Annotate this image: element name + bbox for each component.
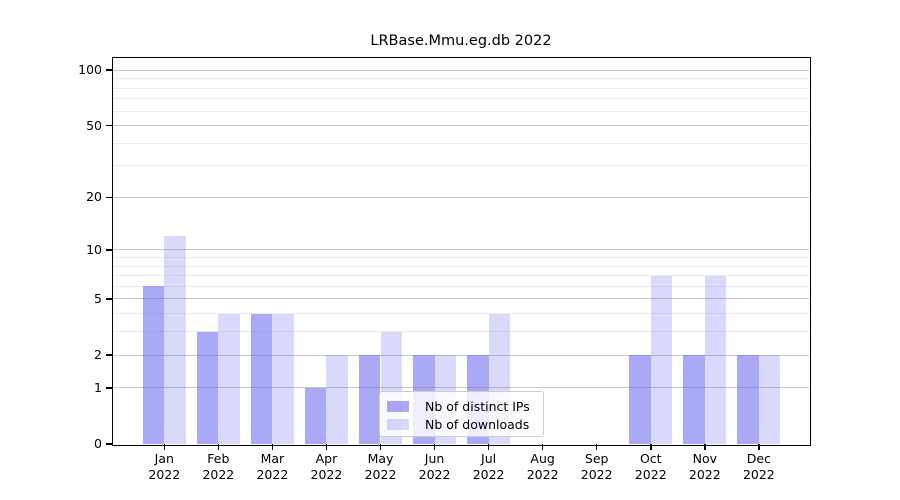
x-tick-label: Jul 2022: [472, 451, 505, 482]
x-tick-label: Mar 2022: [256, 451, 289, 482]
grid-line-minor: [113, 257, 809, 258]
x-tick-mark: [487, 444, 490, 450]
bar-downloads: [272, 313, 294, 444]
x-tick-label: Feb 2022: [202, 451, 235, 482]
grid-line-minor: [113, 110, 809, 112]
x-tick-mark: [541, 444, 544, 450]
bar-distinct-ips: [304, 387, 327, 444]
y-tick-label: 50: [86, 117, 102, 133]
gridlines-layer: [113, 58, 809, 444]
x-tick-label: Jan 2022: [148, 451, 181, 482]
x-tick-mark: [217, 444, 220, 450]
bar-downloads: [758, 355, 781, 444]
bar-downloads: [164, 236, 186, 444]
y-tick-mark: [106, 354, 113, 356]
x-tick-mark: [271, 444, 274, 450]
grid-line-minor: [113, 331, 809, 333]
x-tick-mark: [163, 444, 166, 450]
x-tick-label: Apr 2022: [310, 451, 343, 482]
grid-line-major: [113, 354, 809, 356]
x-tick-mark: [379, 444, 382, 450]
plot-area: Nb of distinct IPs Nb of downloads: [111, 56, 811, 446]
x-tick-label: Nov 2022: [688, 451, 721, 482]
y-tick-label: 2: [94, 347, 102, 363]
legend-label-distinct-ips: Nb of distinct IPs: [425, 398, 530, 414]
y-tick-mark: [106, 443, 113, 445]
bars-layer: [113, 58, 809, 444]
x-tick-mark: [704, 444, 706, 450]
bar-distinct-ips: [358, 355, 381, 444]
x-tick-mark: [325, 444, 328, 450]
x-tick-label: Dec 2022: [742, 451, 775, 482]
bar-downloads: [704, 275, 727, 444]
grid-line-major: [113, 387, 809, 389]
bar-distinct-ips: [142, 286, 165, 444]
y-tick-label: 5: [94, 290, 102, 306]
legend: Nb of distinct IPs Nb of downloads: [379, 391, 544, 437]
grid-line-minor: [113, 285, 809, 287]
y-tick-label: 100: [78, 62, 102, 78]
y-tick-mark: [106, 196, 113, 199]
legend-swatch-downloads: [387, 418, 409, 430]
y-tick-mark: [106, 298, 113, 300]
x-tick-mark: [433, 444, 436, 450]
y-tick-label: 20: [86, 189, 102, 205]
grid-line-minor: [113, 275, 809, 277]
bar-distinct-ips: [629, 355, 651, 444]
y-tick-label: 10: [86, 241, 102, 257]
bar-distinct-ips: [250, 313, 273, 444]
y-tick-mark: [106, 69, 113, 71]
x-tick-mark: [758, 444, 760, 450]
chart-title: LRBase.Mmu.eg.db 2022: [370, 33, 552, 49]
bar-downloads: [218, 313, 240, 444]
bar-distinct-ips: [683, 355, 705, 444]
grid-line-minor: [113, 78, 809, 80]
y-tick-label: 0: [94, 436, 102, 451]
x-tick-label: Jun 2022: [418, 451, 451, 482]
y-tick-mark: [106, 387, 113, 389]
bar-distinct-ips: [196, 331, 219, 444]
y-tick-label: 1: [94, 379, 102, 395]
x-tick-label: Sep 2022: [580, 451, 613, 482]
x-tick-label: Aug 2022: [526, 451, 559, 482]
grid-line-major: [113, 196, 809, 198]
legend-row-downloads: Nb of downloads: [387, 416, 543, 432]
bar-downloads: [650, 275, 673, 444]
x-tick-label: May 2022: [364, 451, 397, 482]
grid-line-major: [113, 249, 809, 251]
y-tick-mark: [106, 124, 113, 127]
grid-line-minor: [113, 265, 809, 267]
x-tick-label: Oct 2022: [634, 451, 667, 482]
grid-line-minor: [113, 98, 809, 100]
y-tick-mark: [106, 248, 113, 251]
bar-downloads: [326, 355, 349, 444]
legend-swatch-distinct-ips: [387, 400, 409, 412]
grid-line-major: [113, 69, 809, 71]
legend-row-distinct-ips: Nb of distinct IPs: [387, 398, 543, 414]
grid-line-minor: [113, 142, 809, 144]
x-tick-mark: [649, 444, 652, 450]
grid-line-major: [113, 298, 809, 300]
grid-line-minor: [113, 87, 809, 89]
x-tick-mark: [595, 444, 598, 450]
grid-line-major: [113, 125, 809, 127]
legend-label-downloads: Nb of downloads: [425, 416, 530, 432]
bar-distinct-ips: [737, 355, 759, 444]
grid-line-minor: [113, 165, 809, 167]
grid-line-minor: [113, 313, 809, 315]
